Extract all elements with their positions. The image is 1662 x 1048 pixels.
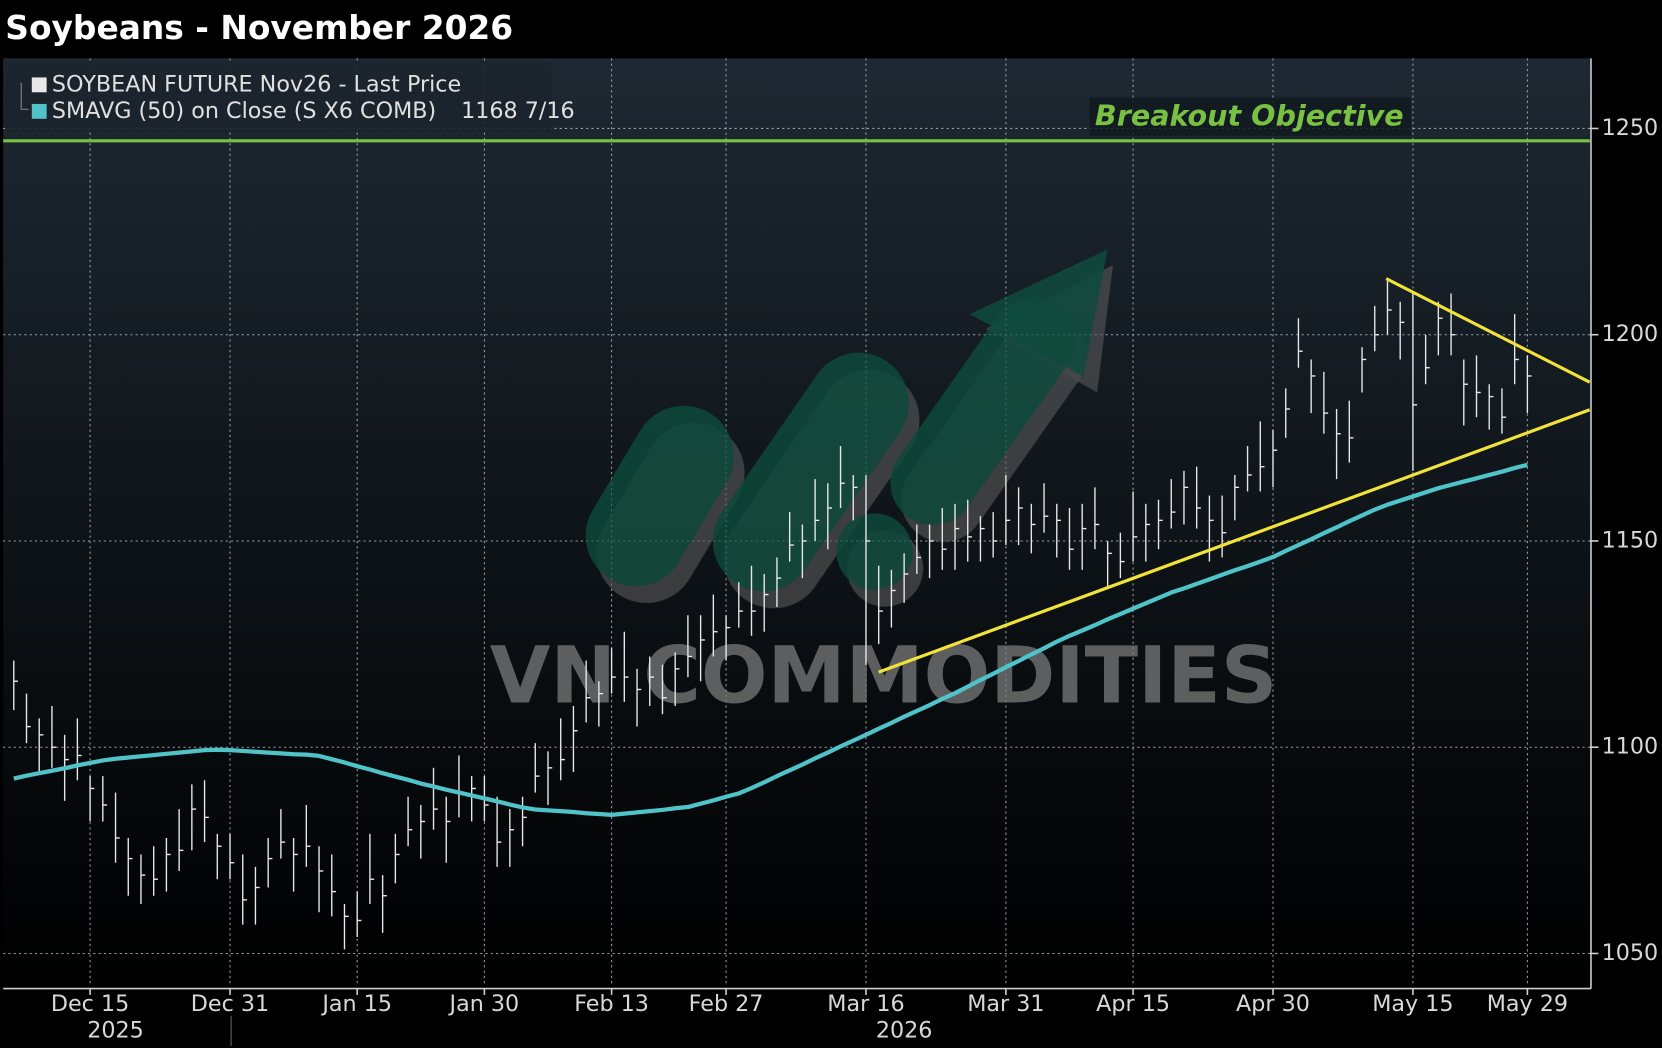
objective-label: Breakout Objective (1095, 99, 1404, 133)
x-tick-label: Jan 30 (448, 991, 520, 1017)
trendline (1385, 277, 1591, 384)
y-tick-label: 1100 (1602, 734, 1659, 760)
legend-box (5, 61, 552, 132)
grid (3, 58, 1590, 987)
x-year-label: 2025 (87, 1018, 144, 1044)
chart-title: Soybeans - November 2026 (5, 8, 513, 47)
x-tick-label: Dec 31 (191, 991, 269, 1017)
x-tick-label: May 29 (1487, 991, 1568, 1017)
x-tick-label: Jan 15 (320, 991, 392, 1017)
title-bar (0, 0, 1662, 57)
objective-label-box (1089, 97, 1411, 136)
sma-line (13, 462, 1528, 817)
legend-label: SOYBEAN FUTURE Nov26 - Last Price (52, 71, 461, 97)
trendline (878, 408, 1591, 674)
legend-swatch (31, 103, 47, 119)
x-tick-label: Mar 31 (967, 991, 1044, 1017)
y-tick-label: 1250 (1602, 115, 1659, 141)
y-tick-label: 1200 (1602, 321, 1659, 347)
x-tick-label: Feb 27 (689, 991, 764, 1017)
y-tick-label: 1050 (1602, 940, 1659, 966)
x-year-label: 2026 (876, 1018, 933, 1044)
x-tick-label: Apr 30 (1236, 991, 1310, 1017)
x-tick-label: Feb 13 (574, 991, 649, 1017)
x-tick-label: Apr 15 (1096, 991, 1170, 1017)
x-tick-label: Dec 15 (51, 991, 129, 1017)
y-tick-label: 1150 (1602, 527, 1659, 553)
x-tick-label: Mar 16 (827, 991, 904, 1017)
legend-bracket (20, 82, 29, 110)
legend-value: 1168 7/16 (461, 98, 575, 124)
legend-label: SMAVG (50) on Close (S X6 COMB) (52, 98, 436, 124)
legend-swatch (31, 77, 47, 93)
x-tick-label: May 15 (1372, 991, 1453, 1017)
watermark-text: VN COMMODITIES (490, 629, 1278, 721)
marks (3, 139, 1591, 950)
